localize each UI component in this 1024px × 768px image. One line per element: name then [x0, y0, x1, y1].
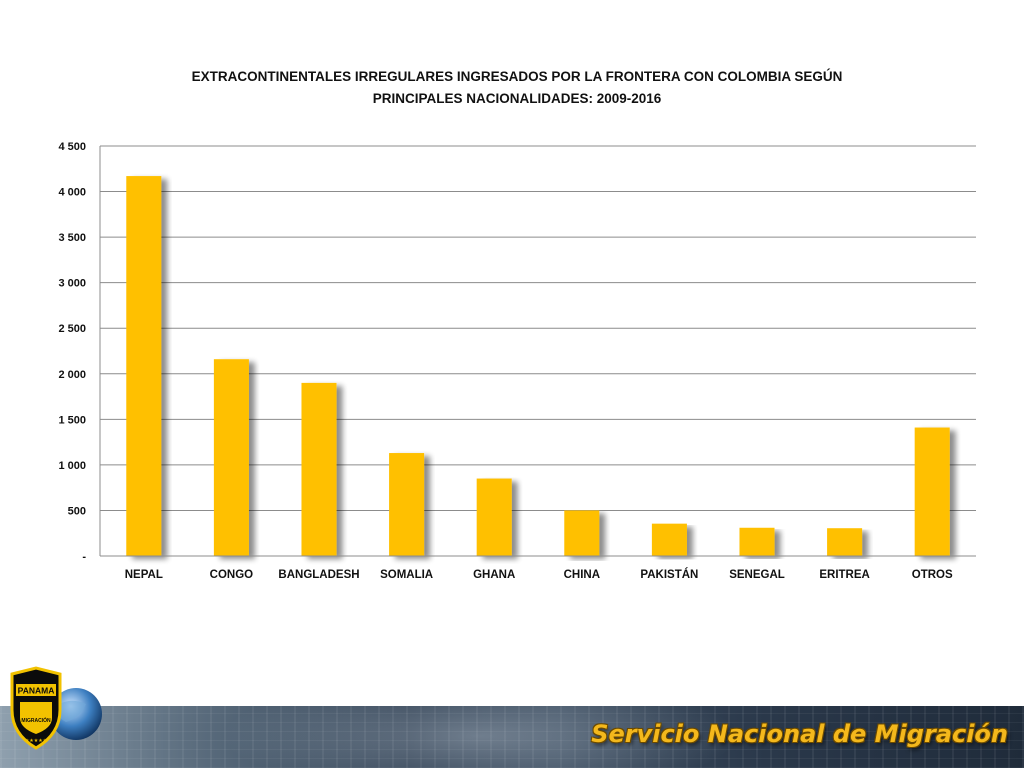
bar-eritrea [827, 528, 863, 556]
bar-congo [213, 359, 249, 556]
bar-ghana [476, 478, 512, 556]
bar-china [564, 510, 600, 556]
footer-title: Servicio Nacional de Migración [591, 720, 1008, 748]
x-tick-label: OTROS [912, 569, 953, 581]
x-tick-label: NEPAL [125, 569, 163, 581]
chart-title-line-1: EXTRACONTINENTALES IRREGULARES INGRESADO… [191, 69, 843, 84]
x-tick-label: ERITREA [819, 569, 869, 581]
y-tick-label: 4 500 [58, 141, 86, 153]
x-tick-label: PAKISTÁN [640, 568, 698, 581]
footer-band [0, 706, 1024, 768]
x-tick-label: CONGO [210, 569, 254, 581]
y-tick-label: 2 000 [58, 369, 86, 381]
y-tick-label: - [82, 551, 86, 563]
bar-chart: - 500 1 000 1 500 2 000 2 500 3 000 3 500 4 000 4… [58, 141, 976, 581]
x-tick-label: CHINA [564, 569, 600, 581]
y-tick-label: 500 [68, 505, 86, 517]
bar-nepal [126, 176, 162, 557]
migracion-logo: PANAMA MIGRACIÓN ★★★★★ [10, 666, 102, 750]
x-tick-label: GHANA [473, 569, 515, 581]
x-axis: NEPAL CONGO BANGLADESH SOMALIA GHANA CHINA PAK… [100, 555, 976, 581]
y-tick-label: 3 000 [58, 278, 86, 290]
x-tick-label: SENEGAL [729, 569, 785, 581]
bar-pakistán [651, 523, 687, 556]
bar-somalia [389, 453, 425, 556]
logo-stars: ★★★★★ [25, 738, 48, 744]
y-tick-label: 4 000 [58, 187, 86, 199]
y-tick-label: 2 500 [58, 323, 86, 335]
y-tick-label: 3 500 [58, 232, 86, 244]
bar-senegal [739, 527, 775, 556]
y-axis: - 500 1 000 1 500 2 000 2 500 3 000 3 500 4 000 4… [58, 141, 101, 563]
bar-otros [914, 427, 950, 556]
chart-title-line-2: PRINCIPALES NACIONALIDADES: 2009-2016 [372, 91, 662, 106]
bars [126, 176, 950, 557]
chart-title: EXTRACONTINENTALES IRREGULARES INGRESADO… [112, 66, 922, 110]
x-tick-label: BANGLADESH [278, 569, 359, 581]
logo-text-bottom: MIGRACIÓN [21, 716, 51, 724]
logo-text-top: PANAMA [18, 686, 55, 696]
bar-bangladesh [301, 382, 337, 556]
y-tick-label: 1 500 [58, 414, 86, 426]
y-tick-label: 1 000 [58, 460, 86, 472]
x-tick-label: SOMALIA [380, 569, 433, 581]
